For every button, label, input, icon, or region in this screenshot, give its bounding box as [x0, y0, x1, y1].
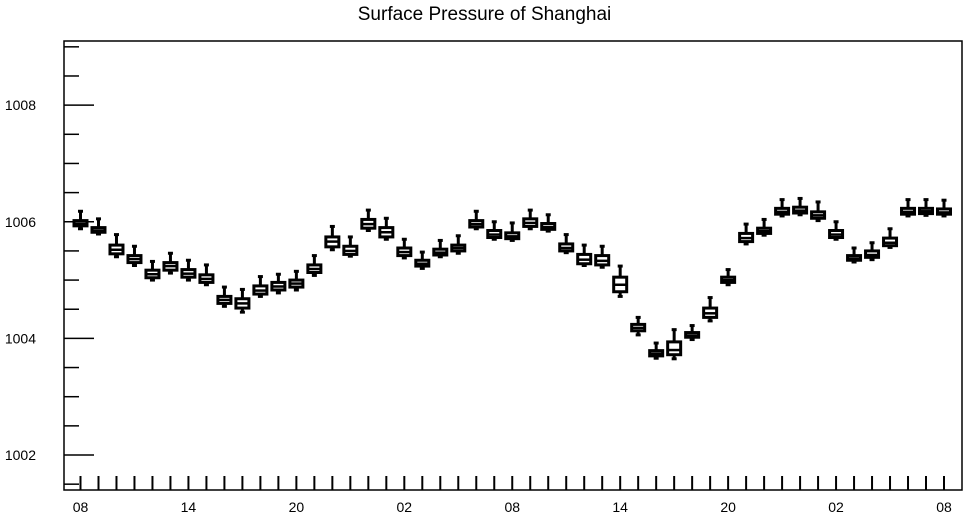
- x-tick-label: 20: [720, 499, 736, 515]
- box-plot: [360, 208, 377, 233]
- box-plot: [126, 244, 143, 267]
- box-plot: [828, 220, 845, 241]
- box-iqr: [666, 340, 683, 357]
- box-plot: [630, 315, 647, 337]
- box-plot: [504, 221, 521, 242]
- box-plot: [702, 296, 719, 323]
- box-plot: [684, 324, 701, 342]
- box-plot: [216, 285, 233, 308]
- box-plot: [900, 198, 917, 218]
- box-plot: [486, 220, 503, 241]
- box-series: [72, 196, 952, 361]
- box-plot: [90, 217, 107, 236]
- box-plot: [270, 272, 287, 295]
- box-plot: [198, 263, 215, 287]
- x-tick-label: 14: [181, 499, 197, 515]
- box-plot: [378, 216, 395, 241]
- box-plot: [666, 328, 683, 361]
- x-axis: 08 14 20 02 08 14 20 02 08: [73, 476, 952, 515]
- chart-title: Surface Pressure of Shanghai: [357, 4, 612, 25]
- box-plot: [180, 258, 197, 282]
- box-plot: [810, 200, 827, 223]
- box-plot: [558, 233, 575, 255]
- box-plot: [576, 243, 593, 267]
- x-tick-label: 08: [504, 499, 520, 515]
- box-plot: [414, 250, 431, 270]
- box-plot: [648, 341, 665, 360]
- box-plot: [396, 237, 413, 260]
- x-tick-label: 02: [397, 499, 413, 515]
- box-plot: [288, 269, 305, 292]
- x-tick-label: 02: [828, 499, 844, 515]
- box-plot: [72, 209, 89, 231]
- box-plot: [450, 234, 467, 255]
- y-tick-label: 1006: [5, 214, 36, 230]
- box-plot: [144, 259, 161, 282]
- box-plot: [162, 251, 179, 275]
- x-tick-label: 08: [73, 499, 89, 515]
- box-plot: [846, 246, 863, 264]
- y-axis: 1002 1004 1006 1008: [5, 46, 94, 485]
- plot-frame: [63, 40, 963, 491]
- box-plot: [936, 198, 952, 218]
- box-plot: [594, 244, 611, 269]
- x-tick-label: 20: [289, 499, 305, 515]
- box-plot: [612, 264, 629, 298]
- box-plot: [252, 275, 269, 298]
- box-plot: [540, 213, 557, 233]
- box-plot: [738, 222, 755, 246]
- box-plot: [342, 235, 359, 258]
- box-plot: [324, 224, 341, 252]
- box-plot: [306, 254, 323, 277]
- box-plot: [918, 198, 935, 217]
- box-plot: [432, 238, 449, 259]
- box-plot: [522, 208, 539, 231]
- box-plot: [882, 227, 899, 249]
- box-plot: [774, 198, 791, 218]
- y-tick-label: 1004: [5, 330, 36, 346]
- box-plot: [720, 268, 737, 287]
- box-plot: [234, 287, 251, 314]
- x-tick-label: 14: [612, 499, 628, 515]
- box-plot: [756, 217, 773, 237]
- box-plot: [468, 209, 485, 231]
- box-plot: [864, 241, 881, 262]
- box-plot: [792, 196, 809, 217]
- box-plot: [108, 233, 125, 259]
- y-tick-label: 1008: [5, 97, 36, 113]
- x-tick-label: 08: [936, 499, 952, 515]
- y-tick-label: 1002: [5, 447, 36, 463]
